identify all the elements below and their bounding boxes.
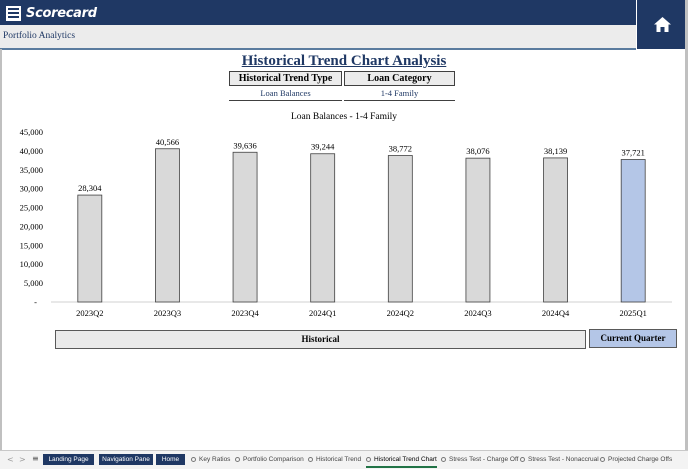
data-label: 38,139 — [544, 146, 567, 156]
x-tick-label: 2024Q2 — [387, 308, 414, 318]
chart-bar — [310, 153, 336, 303]
chart-bar — [387, 155, 413, 303]
x-tick-label: 2024Q1 — [309, 308, 336, 318]
tab-label: Stress Test - Nonaccrual — [528, 456, 599, 463]
page-title: Historical Trend Chart Analysis — [241, 53, 447, 69]
tab-navigation-pane[interactable]: Navigation Pane — [99, 454, 153, 465]
tab-stress-test-charge-off[interactable]: Stress Test - Charge Off — [441, 454, 518, 466]
historical-band: Historical — [55, 330, 586, 349]
current-quarter-band: Current Quarter — [589, 329, 677, 348]
tab-historical-trend[interactable]: Historical Trend — [308, 454, 361, 466]
tab-portfolio-comparison[interactable]: Portfolio Comparison — [235, 454, 304, 466]
sheet-menu-icon[interactable]: ≡ — [32, 454, 39, 463]
tab-label: Key Ratios — [199, 456, 231, 463]
chart-bar — [620, 159, 646, 303]
tab-landing-page[interactable]: Landing Page — [43, 454, 94, 465]
subtitle: Portfolio Analytics — [3, 31, 76, 41]
scroll-first-arrow[interactable]: < — [7, 455, 14, 464]
y-tick-label: - — [34, 297, 37, 307]
sheet-icon — [235, 457, 240, 462]
chart-bar — [465, 157, 491, 303]
y-tick-label: 20,000 — [20, 221, 43, 231]
left-border — [0, 49, 2, 450]
data-label: 39,244 — [311, 142, 335, 152]
sheet-tab-bar: < > ≡ Landing Page Navigation Pane Home … — [0, 450, 688, 469]
app-header: Scorecard — [0, 0, 688, 25]
bar-chart: 45,000 40,000 35,000 30,000 25,000 20,000 15,0… — [20, 127, 672, 318]
sub-header: Portfolio Analytics — [0, 25, 636, 49]
x-tick-label: 2024Q3 — [464, 308, 491, 318]
home-icon — [654, 17, 671, 32]
y-tick-label: 25,000 — [20, 203, 43, 213]
y-tick-label: 15,000 — [20, 240, 43, 250]
chart-bar — [232, 151, 258, 303]
right-border — [685, 0, 688, 450]
tab-label: Portfolio Comparison — [243, 456, 304, 463]
scroll-last-arrow[interactable]: > — [19, 455, 26, 464]
tab-historical-trend-chart[interactable]: Historical Trend Chart — [366, 454, 437, 468]
data-label: 38,076 — [466, 146, 489, 156]
y-tick-label: 40,000 — [20, 146, 43, 156]
y-tick-label: 5,000 — [24, 278, 43, 288]
tab-home[interactable]: Home — [156, 454, 185, 465]
data-label: 39,636 — [233, 140, 256, 150]
sheet-icon — [441, 457, 446, 462]
loan-category-label: Loan Category — [344, 71, 455, 86]
data-label: 38,772 — [389, 144, 412, 154]
tab-label: Projected Charge Offs — [608, 456, 673, 463]
logo-text: Scorecard — [26, 5, 97, 21]
tab-key-ratios[interactable]: Key Ratios — [191, 454, 230, 466]
sheet-icon — [191, 457, 196, 462]
logo: Scorecard — [5, 4, 97, 22]
chart-title: Loan Balances - 1-4 Family — [290, 112, 398, 122]
trend-type-label: Historical Trend Type — [229, 71, 342, 86]
tab-label: Historical Trend Chart — [374, 456, 437, 463]
scorecard-logo-icon — [6, 5, 21, 21]
x-tick-label: 2023Q2 — [76, 308, 103, 318]
data-label: 37,721 — [622, 147, 645, 157]
divider — [0, 48, 636, 50]
x-tick-label: 2025Q1 — [619, 308, 646, 318]
tab-stress-test-nonaccrual[interactable]: Stress Test - Nonaccrual — [520, 454, 599, 466]
data-label: 40,566 — [156, 137, 179, 147]
y-tick-label: 30,000 — [20, 184, 43, 194]
sheet-icon — [366, 457, 371, 462]
sheet-icon — [308, 457, 313, 462]
x-tick-label: 2024Q4 — [542, 308, 570, 318]
tab-label: Historical Trend — [316, 456, 362, 463]
tab-projected-charge-offs[interactable]: Projected Charge Offs — [600, 454, 672, 466]
trend-type-select[interactable]: Loan Balances — [229, 87, 342, 101]
y-tick-label: 10,000 — [20, 259, 43, 269]
chart-bar — [77, 194, 103, 303]
chart-bar — [155, 148, 180, 303]
x-tick-label: 2023Q3 — [154, 308, 181, 318]
sheet-icon — [520, 457, 525, 462]
chart-bar — [543, 157, 568, 303]
x-tick-label: 2023Q4 — [231, 308, 259, 318]
tab-label: Stress Test - Charge Off — [449, 456, 519, 463]
home-button[interactable] — [636, 0, 688, 49]
data-label: 28,304 — [78, 183, 102, 193]
y-tick-label: 35,000 — [20, 165, 43, 175]
sheet-icon — [600, 457, 605, 462]
loan-category-select[interactable]: 1-4 Family — [344, 87, 455, 101]
y-tick-label: 45,000 — [20, 127, 43, 137]
